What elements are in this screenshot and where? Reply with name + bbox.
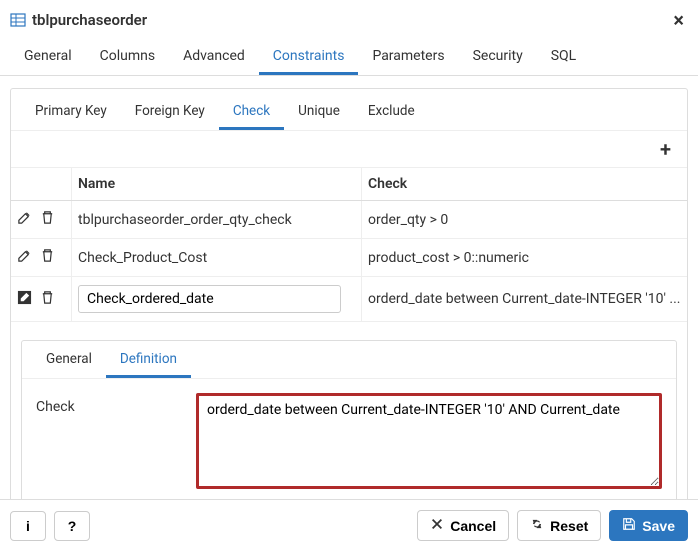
tab-columns[interactable]: Columns bbox=[86, 38, 169, 75]
check-textarea[interactable] bbox=[196, 393, 662, 489]
subtab-check[interactable]: Check bbox=[219, 95, 284, 130]
help-button[interactable]: ? bbox=[54, 511, 90, 541]
table-row: tblpurchaseorder_order_qty_check order_q… bbox=[11, 201, 687, 239]
subtab-exclude[interactable]: Exclude bbox=[354, 95, 429, 130]
subtab-foreign-key[interactable]: Foreign Key bbox=[121, 95, 219, 130]
titlebar: tblpurchaseorder × bbox=[0, 0, 698, 38]
cancel-button[interactable]: Cancel bbox=[417, 510, 509, 541]
header-name: Name bbox=[71, 168, 361, 200]
reset-button[interactable]: Reset bbox=[517, 510, 601, 541]
recycle-icon bbox=[530, 517, 544, 534]
cancel-label: Cancel bbox=[450, 518, 496, 534]
constraint-sub-tabs: Primary Key Foreign Key Check Unique Exc… bbox=[11, 89, 687, 131]
info-icon: i bbox=[26, 518, 30, 534]
help-icon: ? bbox=[68, 518, 77, 534]
detail-panel: General Definition Check No inherit? No bbox=[21, 340, 677, 499]
edit-icon[interactable] bbox=[17, 210, 32, 229]
add-row-button[interactable]: + bbox=[654, 137, 677, 161]
detail-tabs: General Definition bbox=[22, 341, 676, 379]
name-input[interactable] bbox=[78, 285, 341, 313]
close-icon bbox=[430, 517, 444, 534]
table-icon bbox=[10, 12, 26, 28]
tab-sql[interactable]: SQL bbox=[537, 38, 590, 75]
trash-icon[interactable] bbox=[40, 290, 55, 309]
form-row-check: Check bbox=[22, 379, 676, 499]
trash-icon[interactable] bbox=[40, 210, 55, 229]
detail-tab-general[interactable]: General bbox=[32, 341, 106, 378]
dialog-title: tblpurchaseorder bbox=[32, 11, 669, 29]
trash-icon[interactable] bbox=[40, 248, 55, 267]
tab-general[interactable]: General bbox=[10, 38, 86, 75]
table-row: Check_Product_Cost product_cost > 0::num… bbox=[11, 239, 687, 277]
footer: i ? Cancel Reset Save bbox=[0, 499, 698, 551]
main-tabs: General Columns Advanced Constraints Par… bbox=[0, 38, 698, 76]
tab-parameters[interactable]: Parameters bbox=[358, 38, 458, 75]
edit-active-icon[interactable] bbox=[17, 290, 32, 309]
detail-tab-definition[interactable]: Definition bbox=[106, 341, 191, 378]
content-area: Primary Key Foreign Key Check Unique Exc… bbox=[0, 76, 698, 499]
close-icon[interactable]: × bbox=[669, 8, 688, 32]
row-name: Check_Product_Cost bbox=[71, 239, 361, 276]
subtab-primary-key[interactable]: Primary Key bbox=[21, 95, 121, 130]
row-check: product_cost > 0::numeric bbox=[361, 239, 687, 276]
constraints-panel: Primary Key Foreign Key Check Unique Exc… bbox=[10, 88, 688, 499]
save-label: Save bbox=[642, 518, 675, 534]
tab-constraints[interactable]: Constraints bbox=[259, 38, 359, 75]
header-actions bbox=[11, 168, 71, 200]
row-check: order_qty > 0 bbox=[361, 201, 687, 238]
subtab-unique[interactable]: Unique bbox=[284, 95, 354, 130]
row-name-editing bbox=[71, 277, 361, 321]
info-button[interactable]: i bbox=[10, 511, 46, 541]
check-label: Check bbox=[36, 393, 196, 415]
table-row: orderd_date between Current_date-INTEGER… bbox=[11, 277, 687, 322]
edit-icon[interactable] bbox=[17, 248, 32, 267]
grid-header: Name Check bbox=[11, 168, 687, 201]
save-icon bbox=[622, 517, 636, 534]
save-button[interactable]: Save bbox=[609, 510, 688, 541]
reset-label: Reset bbox=[550, 518, 588, 534]
row-name: tblpurchaseorder_order_qty_check bbox=[71, 201, 361, 238]
dialog: tblpurchaseorder × General Columns Advan… bbox=[0, 0, 698, 551]
add-bar: + bbox=[11, 131, 687, 168]
tab-advanced[interactable]: Advanced bbox=[169, 38, 259, 75]
header-check: Check bbox=[361, 168, 687, 200]
row-check: orderd_date between Current_date-INTEGER… bbox=[361, 277, 687, 321]
tab-security[interactable]: Security bbox=[459, 38, 537, 75]
